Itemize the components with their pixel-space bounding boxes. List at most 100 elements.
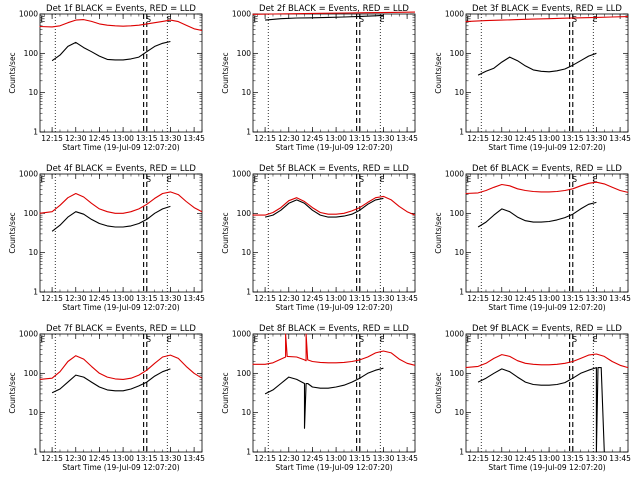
series-line-lld <box>465 181 629 195</box>
x-tick-label: 12:30 <box>65 454 87 463</box>
series-line-lld <box>39 19 203 32</box>
y-axis-label: Counts/sec <box>8 52 17 93</box>
axes-frame <box>465 333 629 453</box>
y-tick-label: 100 <box>237 209 252 218</box>
series-line-lld <box>252 195 416 216</box>
y-axis-label: Counts/sec <box>434 212 443 253</box>
x-tick-label: 12:15 <box>41 134 63 143</box>
marker-label: E <box>593 335 598 344</box>
marker-label: E <box>167 335 172 344</box>
panel-title: Det 4f BLACK = Events, RED = LLD <box>46 164 196 174</box>
x-axis-label: Start Time (19-Jul-09 12:07:20) <box>488 143 605 152</box>
x-tick-label: 13:30 <box>373 454 395 463</box>
series-line-lld <box>39 354 203 380</box>
series-line-events <box>51 205 171 232</box>
x-tick-label: 13:00 <box>112 454 134 463</box>
marker-label: E <box>40 175 45 184</box>
x-tick-label: 13:00 <box>538 454 560 463</box>
panel: Det 7f BLACK = Events, RED = LLD 1 10 100 10… <box>8 324 205 472</box>
marker-label: E <box>466 15 471 24</box>
marker-label: S <box>359 335 364 344</box>
axes-frame <box>252 173 416 293</box>
y-axis-label: Counts/sec <box>221 372 230 413</box>
axes-frame <box>252 333 416 453</box>
marker-label: S <box>146 15 151 24</box>
x-tick-label: 12:30 <box>65 134 87 143</box>
y-tick-label: 1000 <box>232 330 251 339</box>
series-line-events <box>477 201 597 228</box>
axes-frame <box>465 173 629 293</box>
panel: Det 1f BLACK = Events, RED = LLD 1 10 100 10… <box>8 4 205 152</box>
series-line-events <box>265 14 384 21</box>
x-tick-label: 13:00 <box>112 134 134 143</box>
axes-frame <box>39 173 203 293</box>
panel: Det 2f BLACK = Events, RED = LLD 1 10 100 10… <box>221 4 418 152</box>
x-tick-label: 13:30 <box>373 134 395 143</box>
x-tick-label: 12:30 <box>278 294 300 303</box>
x-tick-label: 13:15 <box>562 294 584 303</box>
x-axis-label: Start Time (19-Jul-09 12:07:20) <box>62 303 179 312</box>
x-tick-label: 13:15 <box>136 294 158 303</box>
x-tick-label: 13:00 <box>325 294 347 303</box>
panel-title: Det 6f BLACK = Events, RED = LLD <box>472 164 622 174</box>
x-tick-label: 13:30 <box>373 294 395 303</box>
marker-label: E <box>253 335 258 344</box>
x-tick-label: 12:15 <box>467 294 489 303</box>
x-tick-label: 12:30 <box>491 454 513 463</box>
y-tick-label: 1000 <box>445 330 464 339</box>
marker-label: E <box>466 335 471 344</box>
x-tick-label: 13:00 <box>538 294 560 303</box>
y-tick-label: 1 <box>33 448 38 457</box>
panel-title: Det 7f BLACK = Events, RED = LLD <box>46 324 196 334</box>
x-tick-label: 12:45 <box>515 294 537 303</box>
marker-label: S <box>572 175 577 184</box>
y-tick-label: 100 <box>450 369 465 378</box>
x-tick-label: 12:15 <box>254 134 276 143</box>
series-line-lld <box>39 191 203 214</box>
y-tick-label: 1000 <box>19 10 38 19</box>
marker-label: E <box>253 15 258 24</box>
y-axis-label: Counts/sec <box>434 372 443 413</box>
y-tick-label: 1 <box>246 128 251 137</box>
y-tick-label: 100 <box>450 209 465 218</box>
y-tick-label: 1 <box>33 128 38 137</box>
panel: Det 8f BLACK = Events, RED = LLD 1 10 100 10… <box>221 324 418 472</box>
panel-title: Det 1f BLACK = Events, RED = LLD <box>46 4 196 14</box>
x-tick-label: 12:15 <box>41 294 63 303</box>
marker-label: E <box>253 175 258 184</box>
x-tick-label: 12:30 <box>491 294 513 303</box>
y-axis-label: Counts/sec <box>434 52 443 93</box>
x-tick-label: 13:30 <box>160 294 182 303</box>
x-tick-label: 13:30 <box>586 454 608 463</box>
marker-label: S <box>572 15 577 24</box>
marker-label: E <box>593 175 598 184</box>
x-tick-label: 13:30 <box>160 454 182 463</box>
y-tick-label: 1000 <box>232 170 251 179</box>
x-tick-label: 12:15 <box>467 454 489 463</box>
y-axis-label: Counts/sec <box>8 212 17 253</box>
marker-label: S <box>146 335 151 344</box>
axes-frame <box>39 13 203 133</box>
x-tick-label: 13:45 <box>609 454 631 463</box>
x-tick-label: 12:45 <box>302 294 324 303</box>
x-tick-label: 13:15 <box>562 134 584 143</box>
x-tick-label: 13:15 <box>349 454 371 463</box>
panel: Det 4f BLACK = Events, RED = LLD 1 10 100 10… <box>8 164 205 312</box>
panel-title: Det 9f BLACK = Events, RED = LLD <box>472 324 622 334</box>
panel-title: Det 8f BLACK = Events, RED = LLD <box>259 324 409 334</box>
y-axis-label: Counts/sec <box>221 212 230 253</box>
y-tick-label: 10 <box>28 248 38 257</box>
x-tick-label: 13:45 <box>609 134 631 143</box>
x-tick-label: 13:45 <box>609 294 631 303</box>
y-tick-label: 1 <box>33 288 38 297</box>
x-tick-label: 13:30 <box>586 134 608 143</box>
x-axis-label: Start Time (19-Jul-09 12:07:20) <box>488 463 605 472</box>
x-tick-label: 12:45 <box>515 454 537 463</box>
y-tick-label: 1 <box>459 448 464 457</box>
x-axis-label: Start Time (19-Jul-09 12:07:20) <box>275 463 392 472</box>
x-tick-label: 13:30 <box>160 134 182 143</box>
x-tick-label: 13:45 <box>396 294 418 303</box>
y-tick-label: 10 <box>454 408 464 417</box>
y-tick-label: 100 <box>24 49 39 58</box>
marker-label: S <box>146 175 151 184</box>
